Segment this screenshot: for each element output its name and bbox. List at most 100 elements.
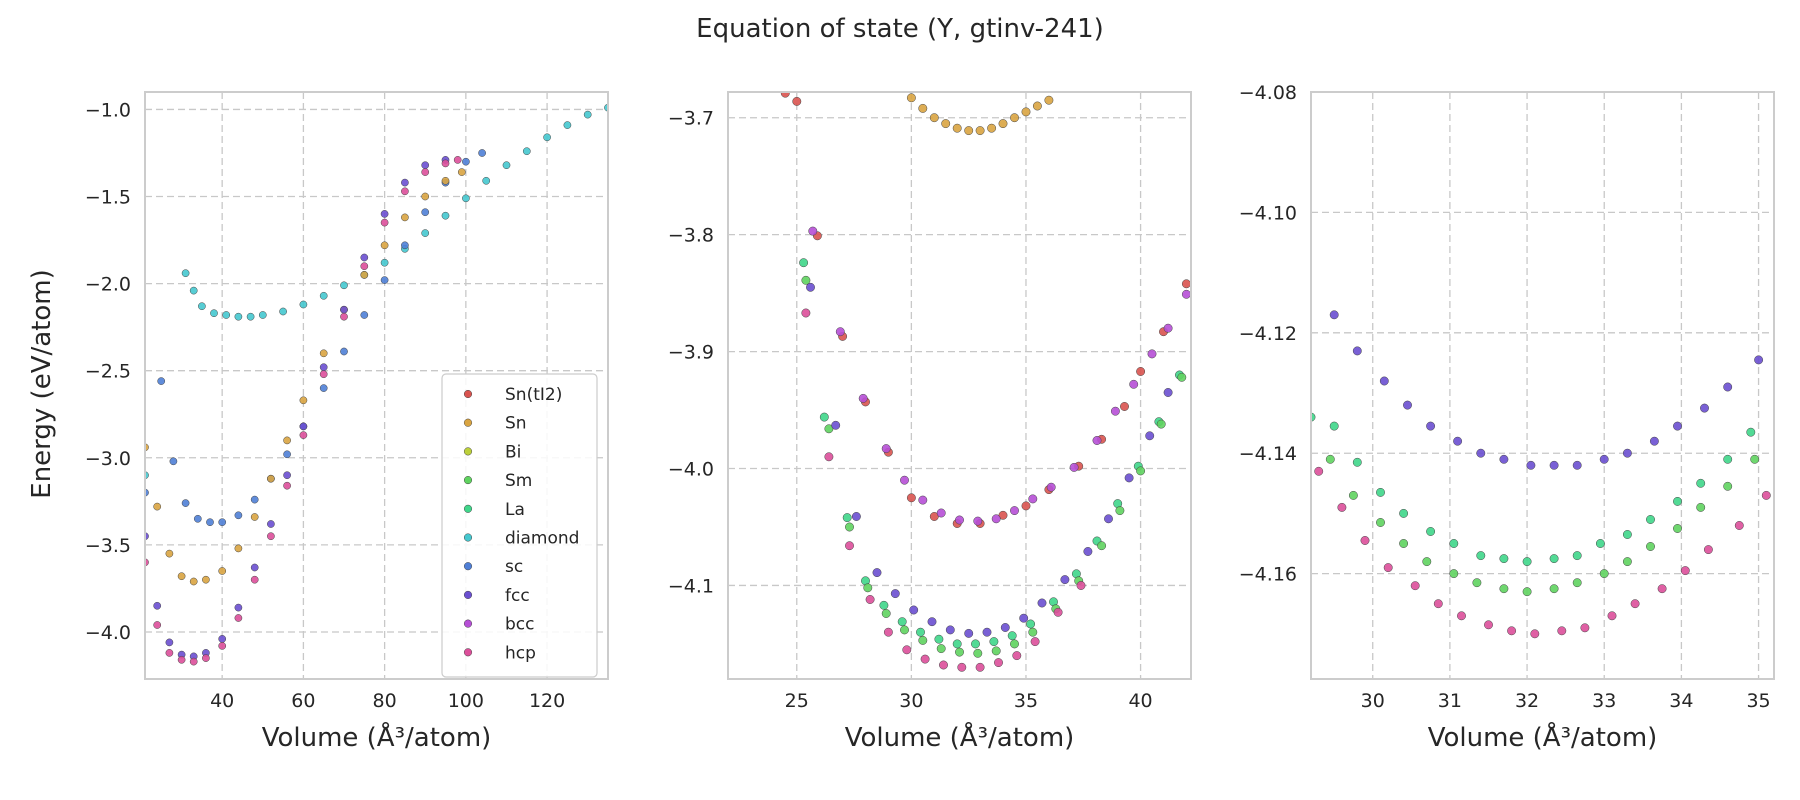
- point-La: [1426, 527, 1436, 536]
- series-bcc: [808, 226, 1191, 526]
- point-fcc: [218, 635, 227, 643]
- point-Sn: [421, 192, 430, 201]
- point-sc: [206, 518, 214, 527]
- point-fcc: [1060, 575, 1070, 585]
- legend-label: Sn(tI2): [505, 385, 562, 405]
- point-La: [1595, 539, 1605, 548]
- point-fcc: [1572, 460, 1582, 470]
- series-Sn(tI2): [780, 92, 1191, 528]
- point-Sm: [1499, 584, 1509, 594]
- legend-label: Sm: [505, 471, 532, 491]
- point-Sm: [1723, 481, 1733, 491]
- point-diamond: [258, 311, 267, 319]
- point-Sn(tI2): [906, 493, 916, 503]
- point-diamond: [210, 309, 218, 318]
- point-Sn: [189, 577, 198, 586]
- x-tick-label: 32: [1515, 690, 1539, 712]
- legend-marker: [463, 590, 473, 599]
- point-Sn: [1044, 95, 1054, 105]
- point-hcp: [202, 654, 210, 662]
- point-fcc: [360, 253, 369, 262]
- point-hcp: [441, 159, 450, 168]
- data-points: [780, 92, 1191, 672]
- point-Sm: [936, 644, 946, 654]
- point-diamond: [246, 312, 255, 321]
- point-fcc: [1124, 473, 1134, 483]
- point-Sm: [991, 646, 1001, 656]
- point-Sm: [1325, 454, 1335, 464]
- point-fcc: [1104, 514, 1113, 524]
- point-bcc: [1181, 289, 1191, 299]
- point-La: [1572, 551, 1582, 561]
- y-tick-label: −4.0: [668, 459, 714, 481]
- x-tick-label: 40: [1128, 690, 1152, 712]
- point-bcc: [808, 226, 818, 236]
- point-fcc: [267, 520, 275, 528]
- series-sc: [145, 149, 486, 527]
- point-Sm: [1673, 524, 1682, 533]
- point-sc: [193, 514, 202, 523]
- point-sc: [380, 276, 389, 284]
- point-hcp: [1410, 581, 1420, 591]
- legend-label: hcp: [505, 643, 536, 663]
- point-hcp: [902, 645, 912, 655]
- point-hcp: [1076, 581, 1086, 590]
- point-La: [971, 639, 980, 649]
- x-tick-label: 31: [1438, 690, 1462, 712]
- point-hcp: [267, 532, 275, 541]
- point-fcc: [1700, 403, 1709, 413]
- legend-label: Bi: [505, 442, 521, 462]
- y-tick-label: −4.1: [668, 575, 714, 597]
- point-sc: [169, 457, 178, 466]
- point-Sm: [1028, 627, 1038, 637]
- point-sc: [234, 511, 243, 520]
- point-La: [897, 617, 907, 627]
- point-Sn(tI2): [780, 92, 790, 98]
- point-fcc: [872, 568, 882, 578]
- data-points: [145, 103, 608, 666]
- legend-label: sc: [505, 557, 523, 577]
- x-tick-label: 60: [291, 690, 315, 712]
- point-La: [1549, 554, 1559, 564]
- y-tick-label: −1.0: [85, 99, 131, 121]
- x-tick-label: 30: [899, 690, 923, 712]
- point-hcp: [189, 657, 198, 666]
- point-hcp: [883, 627, 893, 637]
- point-bcc: [835, 327, 845, 337]
- point-La: [1522, 557, 1532, 567]
- point-Sn: [165, 549, 174, 558]
- axes-frame: [144, 91, 609, 680]
- point-hcp: [845, 541, 854, 551]
- y-tick-label: −3.0: [85, 448, 131, 470]
- data-points: [1311, 310, 1771, 639]
- point-Sm: [1348, 490, 1358, 500]
- point-diamond: [522, 147, 531, 156]
- point-hcp: [421, 168, 430, 176]
- series-fcc: [806, 282, 1173, 638]
- point-hcp: [824, 452, 834, 462]
- point-Sm: [801, 275, 811, 285]
- point-fcc: [1145, 431, 1155, 441]
- point-diamond: [299, 300, 308, 309]
- legend-marker: [463, 447, 473, 456]
- x-tick-label: 80: [373, 690, 397, 712]
- point-Sm: [881, 609, 891, 618]
- point-Sn: [319, 349, 328, 358]
- y-tick-label: −4.14: [1239, 443, 1297, 465]
- point-hcp: [1761, 490, 1771, 500]
- point-bcc: [973, 516, 983, 526]
- point-fcc: [1037, 598, 1047, 608]
- legend-label: Sn: [505, 414, 527, 434]
- point-bcc: [1046, 482, 1056, 492]
- point-Sm: [1750, 454, 1760, 464]
- point-La: [879, 600, 889, 610]
- point-hcp: [994, 658, 1003, 668]
- point-diamond: [380, 258, 389, 267]
- point-hcp: [380, 218, 389, 227]
- point-La: [842, 513, 852, 523]
- point-diamond: [222, 311, 231, 319]
- point-Sn: [457, 168, 466, 176]
- legend-label: diamond: [505, 529, 579, 549]
- y-tick-label: −4.08: [1239, 82, 1297, 104]
- legend-marker: [463, 562, 473, 571]
